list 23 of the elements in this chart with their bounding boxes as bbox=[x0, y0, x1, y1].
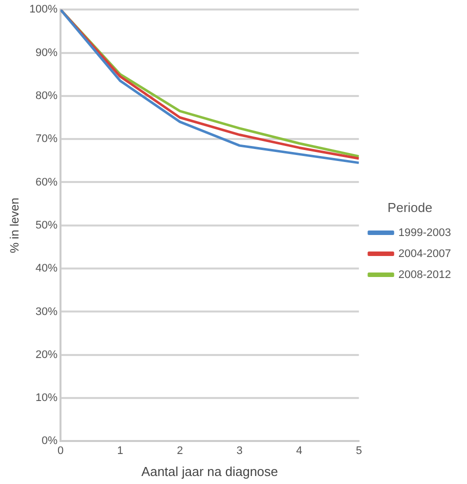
x-tick-label: 4 bbox=[296, 444, 302, 457]
y-tick-label: 100% bbox=[29, 4, 58, 16]
y-tick-label: 30% bbox=[36, 306, 58, 318]
y-tick-label: 60% bbox=[36, 176, 58, 188]
y-tick-label: 20% bbox=[36, 348, 58, 361]
legend-label: 2008-2012 bbox=[398, 268, 452, 281]
y-tick-label: 80% bbox=[36, 90, 58, 102]
y-tick-label: 10% bbox=[36, 392, 58, 404]
x-tick-label: 1 bbox=[117, 444, 124, 457]
x-tick-label: 0 bbox=[57, 444, 64, 457]
x-axis-title: Aantal jaar na diagnose bbox=[141, 464, 278, 479]
y-tick-label: 70% bbox=[36, 133, 58, 146]
x-tick-label: 3 bbox=[236, 444, 243, 457]
y-tick-label: 0% bbox=[42, 435, 58, 448]
y-tick-label: 50% bbox=[36, 219, 58, 232]
legend-label: 1999-2003 bbox=[398, 226, 452, 239]
y-axis-title: % in leven bbox=[8, 198, 22, 254]
y-tick-label: 40% bbox=[36, 262, 58, 275]
legend-title: Periode bbox=[388, 200, 432, 215]
x-tick-label: 5 bbox=[356, 444, 362, 457]
x-tick-label: 2 bbox=[176, 444, 183, 457]
legend-label: 2004-2007 bbox=[398, 248, 452, 260]
y-tick-label: 90% bbox=[36, 46, 58, 59]
